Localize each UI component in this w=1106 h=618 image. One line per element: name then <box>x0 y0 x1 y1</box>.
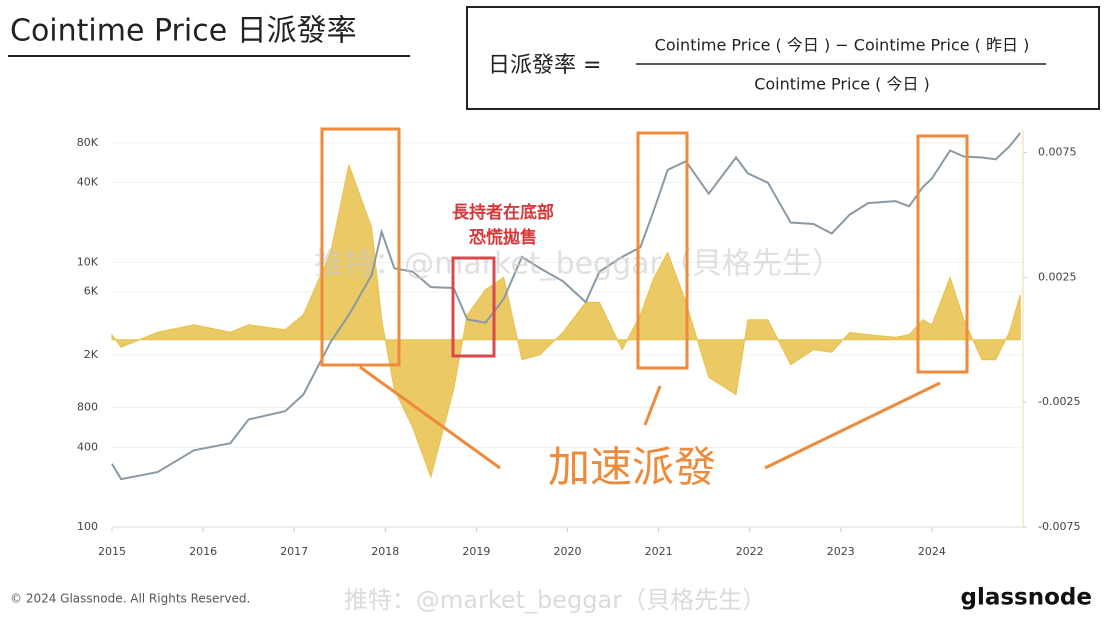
page-title: Cointime Price 日派發率 <box>10 14 357 49</box>
x-tick-label: 2024 <box>918 545 946 558</box>
y2-tick-label: 0.0025 <box>1038 270 1077 283</box>
brand: glassnode <box>961 585 1093 611</box>
highlight-box <box>320 127 401 367</box>
x-tick-label: 2021 <box>645 545 673 558</box>
highlight-box <box>636 131 689 370</box>
y2-tick-label: -0.0025 <box>1038 395 1080 408</box>
formula-lhs: 日派發率 = <box>488 53 601 78</box>
x-tick-label: 2016 <box>189 545 217 558</box>
x-tick-label: 2023 <box>827 545 855 558</box>
y2-tick-label: -0.0075 <box>1038 520 1080 533</box>
y-tick-label: 100 <box>77 520 98 533</box>
y-tick-label: 800 <box>77 400 98 413</box>
highlight-box <box>916 134 969 374</box>
y2-tick-label: 0.0075 <box>1038 145 1077 158</box>
y-tick-label: 10K <box>77 255 99 268</box>
x-tick-label: 2020 <box>554 545 582 558</box>
y-tick-label: 80K <box>77 136 99 149</box>
y-tick-label: 2K <box>84 348 99 361</box>
watermark: 推特：@market_beggar（貝格先生） <box>344 586 766 614</box>
copyright: © 2024 Glassnode. All Rights Reserved. <box>10 592 250 606</box>
formula-box <box>466 6 1100 110</box>
price-line <box>111 132 1022 481</box>
pointer-line <box>764 381 941 470</box>
red-label: 長持者在底部 <box>452 202 554 223</box>
pointer-line <box>643 385 662 426</box>
plot: 100 400 800 2K 6K 10K 40K 80K -0.0075 -0.0025 0.00… <box>77 130 1080 558</box>
red-label: 恐慌拋售 <box>469 227 537 248</box>
x-tick-label: 2022 <box>736 545 764 558</box>
formula-numerator: Cointime Price ( 今日 ) − Cointime Price (… <box>655 36 1030 55</box>
pointer-line <box>359 365 501 470</box>
formula-denominator: Cointime Price ( 今日 ) <box>754 75 930 94</box>
x-tick-label: 2015 <box>98 545 126 558</box>
red-box <box>451 256 496 358</box>
rate-area <box>111 163 1021 479</box>
watermark: 推特：@market_beggar（貝格先生） <box>314 247 842 282</box>
y-tick-label: 40K <box>77 176 99 189</box>
x-tick-label: 2017 <box>280 545 308 558</box>
y-tick-label: 6K <box>84 285 99 298</box>
orange-label: 加速派發 <box>548 443 716 492</box>
x-tick-label: 2018 <box>371 545 399 558</box>
y-tick-label: 400 <box>77 440 98 453</box>
x-tick-label: 2019 <box>462 545 490 558</box>
